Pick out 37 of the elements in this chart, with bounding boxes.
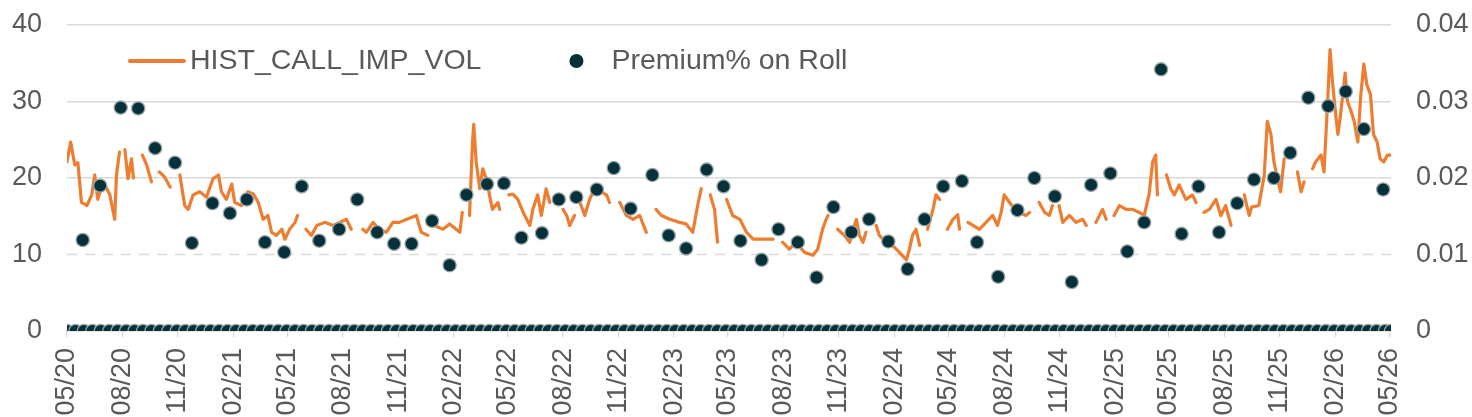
x-tick-label: 08/23 [766,348,797,416]
x-tick-label: 11/25 [1263,348,1294,414]
x-tick-label: 08/25 [1207,348,1238,416]
x-tick-label: 02/26 [1318,348,1349,416]
y-tick-label: 40 [11,8,42,39]
legend-label: HIST_CALL_IMP_VOL [190,42,482,75]
y-tick-label: 10 [11,237,42,268]
x-tick-label: 05/23 [711,348,742,416]
x-tick-label: 05/26 [1372,348,1403,416]
x-tick-label: 02/22 [437,348,468,416]
x-tick-label: 11/20 [161,348,192,414]
y-tick-label: 0 [26,314,42,345]
y-tick-label: 30 [11,84,42,115]
x-tick-label: 11/22 [602,348,633,414]
x-tick-label: 02/24 [877,348,908,416]
x-tick-label: 08/22 [546,348,577,416]
x-tick-label: 05/22 [490,348,521,416]
y2-tick-label: 0.02 [1416,161,1469,192]
y-tick-label: 20 [11,161,42,192]
x-tick-label: 11/24 [1043,348,1074,414]
x-tick-label: 05/25 [1152,348,1183,416]
x-tick-label: 05/24 [932,348,963,416]
x-tick-label: 08/24 [987,348,1018,416]
y2-tick-label: 0.04 [1416,8,1469,39]
x-tick-label: 11/23 [822,348,853,414]
x-tick-label: 11/21 [381,348,412,414]
y2-tick-label: 0 [1416,314,1432,345]
y2-tick-label: 0.03 [1416,84,1469,115]
x-tick-label: 08/20 [105,348,136,416]
x-tick-label: 08/21 [326,348,357,416]
x-tick-label: 02/23 [657,348,688,416]
legend-label: Premium% on Roll [611,42,848,75]
x-tick-label: 02/25 [1098,348,1129,416]
x-tick-label: 05/20 [50,348,81,416]
y2-tick-label: 0.01 [1416,237,1469,268]
x-tick-label: 05/21 [270,348,301,416]
x-tick-label: 02/21 [217,348,248,416]
